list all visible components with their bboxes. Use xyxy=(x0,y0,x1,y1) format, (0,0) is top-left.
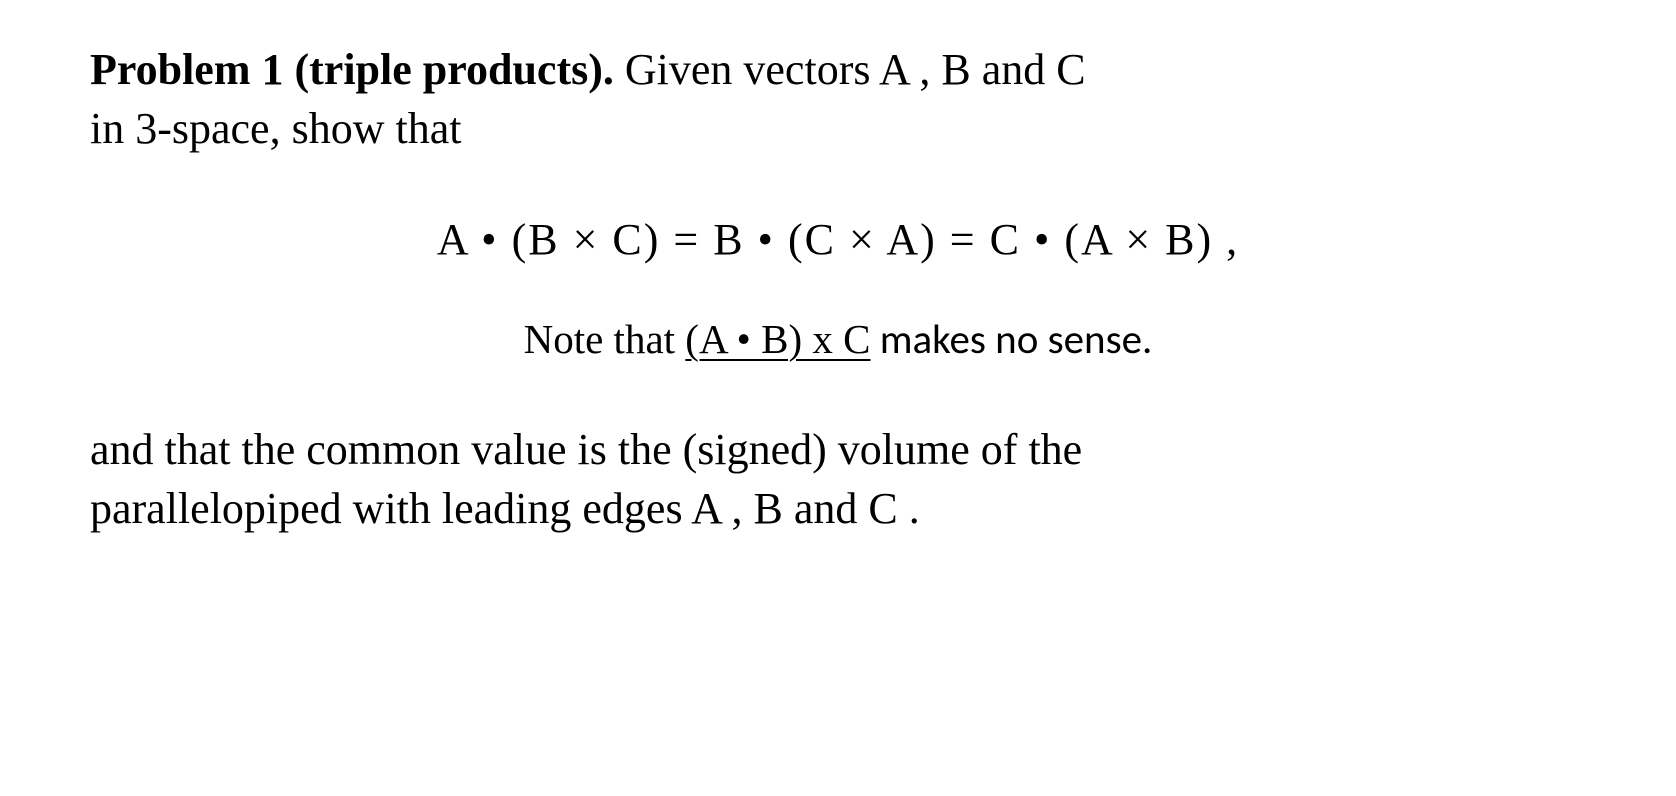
closing-line-1: and that the common value is the (signed… xyxy=(90,425,1082,474)
triple-product-equation: A • (B × C) = B • (C × A) = C • (A × B) … xyxy=(90,214,1586,265)
closing-paragraph: and that the common value is the (signed… xyxy=(90,420,1586,539)
note-suffix: makes no sense. xyxy=(871,315,1153,365)
note-underlined: (A • B) x C xyxy=(685,316,870,362)
problem-page: Problem 1 (triple products). Given vecto… xyxy=(0,0,1676,579)
equation-text: A • (B × C) = B • (C × A) = C • (A × B) … xyxy=(437,215,1239,264)
closing-line-2: parallelopiped with leading edges A , B … xyxy=(90,484,920,533)
note-prefix: Note that xyxy=(524,316,686,362)
note-line: Note that (A • B) x C makes no sense. xyxy=(90,315,1586,365)
problem-heading: Problem 1 (triple products). xyxy=(90,45,614,94)
intro-paragraph: Problem 1 (triple products). Given vecto… xyxy=(90,40,1586,159)
intro-text-1: Given vectors A , B and C xyxy=(614,45,1086,94)
intro-text-2: in 3-space, show that xyxy=(90,104,461,153)
